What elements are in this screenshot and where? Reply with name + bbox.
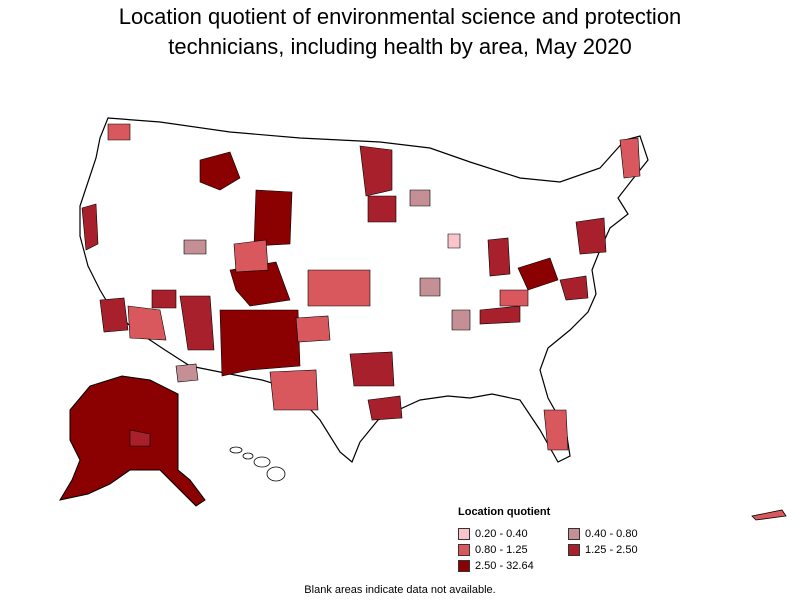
area-tn — [479, 305, 521, 325]
legend-label: 0.20 - 0.40 — [475, 527, 528, 540]
area-houston — [367, 395, 403, 421]
legend-grid: 0.20 - 0.40 0.40 - 0.80 0.80 - 1.25 1.25… — [458, 527, 668, 572]
legend-label: 2.50 - 32.64 — [475, 559, 534, 572]
legend-title: Location quotient — [458, 506, 551, 518]
area-colorado-west — [229, 261, 291, 307]
area-nevada-south — [151, 289, 177, 309]
area-dallas — [349, 351, 395, 387]
area-oklahoma — [295, 315, 331, 343]
legend-item: 0.80 - 1.25 — [458, 543, 568, 556]
legend-swatch — [568, 527, 580, 540]
area-virginia — [559, 275, 589, 301]
footnote: Blank areas indicate data not available. — [304, 584, 496, 596]
area-arizona-south — [175, 363, 199, 383]
area-missouri — [419, 277, 441, 297]
area-washington — [107, 123, 131, 141]
area-wyoming — [253, 189, 293, 247]
area-kansas — [307, 269, 371, 307]
area-florida — [543, 409, 569, 451]
area-illinois — [447, 233, 461, 249]
area-maine — [619, 137, 641, 179]
area-northeast — [575, 217, 607, 255]
area-wisconsin — [409, 189, 431, 207]
area-colorado-east — [233, 239, 269, 273]
area-kentucky — [499, 289, 529, 307]
legend-label: 0.80 - 1.25 — [475, 543, 528, 556]
legend-swatch — [568, 543, 580, 556]
legend: Location quotient 0.20 - 0.40 0.40 - 0.8… — [458, 506, 668, 572]
area-alabama — [451, 309, 471, 331]
legend-item: 0.20 - 0.40 — [458, 527, 568, 540]
area-montana-west — [199, 151, 241, 191]
map-title-line-1: Location quotient of environmental scien… — [118, 4, 682, 29]
legend-label: 0.40 - 0.80 — [585, 527, 638, 540]
area-iowa-east — [367, 195, 397, 223]
area-arizona-west — [127, 305, 167, 341]
map-title: Location quotient of environmental scien… — [0, 2, 800, 62]
legend-swatch — [458, 559, 470, 572]
area-new-mexico — [219, 309, 301, 377]
area-ca-south — [99, 297, 129, 333]
legend-swatch — [458, 527, 470, 540]
area-anchorage — [129, 429, 151, 447]
legend-swatch — [458, 543, 470, 556]
hawaii — [229, 446, 286, 482]
area-nebraska — [183, 239, 207, 255]
area-west-virginia — [517, 257, 559, 291]
area-minnesota — [359, 145, 393, 197]
legend-item: 1.25 - 2.50 — [568, 543, 668, 556]
legend-item: 0.40 - 0.80 — [568, 527, 668, 540]
area-michigan — [487, 237, 511, 277]
area-ca-north — [81, 203, 99, 251]
legend-item: 2.50 - 32.64 — [458, 559, 568, 572]
puerto-rico — [751, 509, 787, 521]
map-areas — [81, 123, 641, 451]
legend-label: 1.25 - 2.50 — [585, 543, 638, 556]
area-texas-west — [269, 369, 319, 411]
area-arizona-east — [179, 295, 215, 351]
map-title-line-2: technicians, including health by area, M… — [168, 34, 632, 59]
